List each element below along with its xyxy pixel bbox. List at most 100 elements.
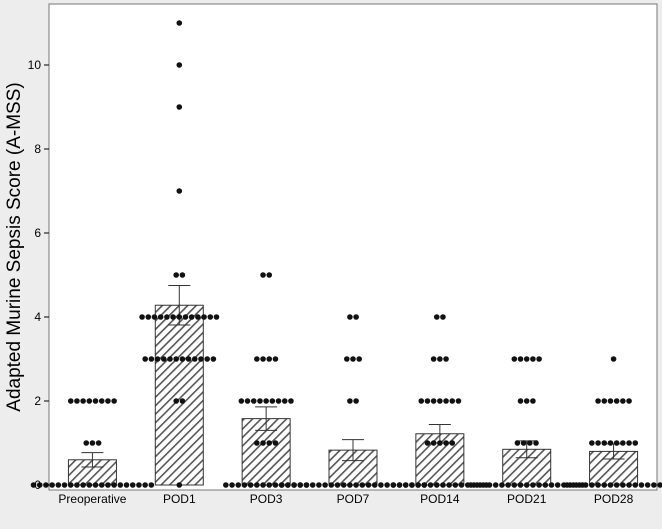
data-point: [601, 440, 608, 446]
data-point: [111, 398, 117, 404]
data-point: [443, 356, 449, 362]
data-point: [36, 482, 43, 488]
data-point: [129, 482, 136, 488]
data-point: [223, 482, 229, 488]
data-point: [176, 104, 183, 110]
data-point: [620, 440, 626, 446]
data-point: [613, 440, 620, 446]
data-point: [198, 356, 204, 362]
data-point: [86, 398, 93, 404]
bar-pod14: [415, 433, 465, 486]
data-point: [530, 356, 536, 362]
data-point: [384, 482, 390, 488]
data-point: [554, 482, 561, 488]
data-point: [430, 398, 437, 404]
x-tick-label: POD3: [250, 492, 283, 506]
data-point: [260, 272, 266, 278]
data-point: [67, 482, 74, 488]
error-bar-pod21: [515, 440, 538, 459]
data-point: [195, 314, 201, 320]
data-point: [402, 482, 409, 488]
data-point: [244, 398, 251, 404]
x-tick-label: POD28: [594, 492, 634, 506]
data-point: [30, 482, 37, 488]
data-point: [626, 398, 632, 404]
data-point: [288, 398, 294, 404]
data-point: [520, 440, 527, 446]
data-point: [254, 356, 260, 362]
data-point: [601, 482, 608, 488]
data-point: [207, 314, 214, 320]
data-point: [229, 482, 235, 488]
data-point: [160, 356, 167, 362]
y-tick-label: 2: [34, 394, 41, 408]
data-point: [176, 188, 183, 194]
data-point: [344, 356, 350, 362]
data-point: [266, 356, 273, 362]
data-point: [61, 482, 68, 488]
error-bar-pod3: [255, 406, 278, 431]
data-point: [238, 398, 245, 404]
data-point: [105, 398, 111, 404]
data-point: [213, 314, 220, 320]
data-point: [449, 440, 456, 446]
data-point: [257, 398, 263, 404]
data-point: [638, 482, 645, 488]
data-point: [176, 20, 183, 26]
data-point: [427, 482, 434, 488]
data-point: [589, 440, 595, 446]
error-bar-pod7: [342, 439, 364, 462]
data-point: [365, 482, 372, 488]
data-point: [607, 398, 614, 404]
y-tick-label: 6: [34, 226, 41, 240]
data-point: [440, 482, 446, 488]
data-point: [371, 482, 378, 488]
data-point: [173, 356, 179, 362]
data-point: [55, 482, 62, 488]
data-point: [517, 398, 524, 404]
data-point: [92, 398, 99, 404]
data-point: [350, 356, 356, 362]
data-point: [241, 482, 248, 488]
data-point: [433, 482, 440, 488]
data-point: [170, 314, 176, 320]
data-point: [607, 440, 614, 446]
data-point: [250, 398, 257, 404]
data-point: [260, 482, 266, 488]
data-point: [98, 482, 105, 488]
data-point: [548, 482, 555, 488]
data-point: [142, 356, 148, 362]
data-point: [191, 356, 198, 362]
data-point: [179, 398, 186, 404]
data-point: [601, 398, 608, 404]
data-point: [278, 482, 285, 488]
data-point: [514, 440, 521, 446]
data-point: [328, 482, 335, 488]
y-tick-label: 4: [34, 310, 41, 324]
data-point: [272, 356, 279, 362]
data-point: [530, 398, 536, 404]
x-tick-label: POD14: [420, 492, 460, 506]
x-tick-label: Preoperative: [58, 492, 126, 506]
data-point: [657, 482, 662, 488]
data-point: [378, 482, 384, 488]
data-point: [424, 398, 431, 404]
data-point: [297, 482, 304, 488]
x-tick-label: POD21: [507, 492, 547, 506]
data-point: [188, 314, 195, 320]
data-point: [430, 356, 437, 362]
y-tick-label: 10: [28, 58, 42, 72]
data-point: [523, 482, 530, 488]
data-point: [486, 482, 493, 488]
data-point: [98, 398, 105, 404]
data-point: [92, 482, 99, 488]
plot-area: [48, 3, 658, 491]
data-point: [281, 398, 288, 404]
data-points: [30, 20, 662, 488]
data-point: [303, 482, 310, 488]
data-point: [449, 398, 456, 404]
x-tick-label: POD7: [337, 492, 370, 506]
data-point: [148, 356, 155, 362]
data-point: [49, 482, 55, 488]
data-point: [517, 356, 524, 362]
